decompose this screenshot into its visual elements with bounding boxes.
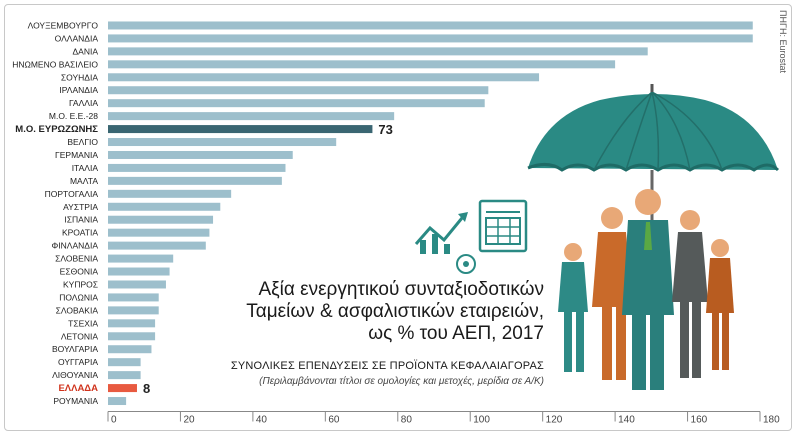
x-tick-label: 120: [546, 415, 563, 426]
bar-βελγιο: [108, 138, 337, 147]
category-label: ΕΛΛΑΔΑ: [58, 383, 98, 394]
bar-ρουμανια: [108, 397, 127, 406]
bar-ηνωμενο-βασιλειο: [108, 60, 616, 69]
x-tick-label: 160: [691, 415, 708, 426]
x-tick-label: 0: [111, 415, 117, 426]
bar-μαλτα: [108, 176, 282, 185]
category-label: ΙΣΠΑΝΙΑ: [64, 215, 98, 225]
bar-γερμανια: [108, 150, 293, 159]
category-label: ΓΑΛΛΙΑ: [69, 98, 98, 108]
x-tick-label: 80: [401, 415, 413, 426]
bar-δανια: [108, 47, 648, 56]
category-label: Μ.Ο. Ε.Ε.-28: [49, 111, 98, 121]
category-label: ΣΛΟΒΕΝΙΑ: [55, 254, 98, 264]
bar-βουλγαρια: [108, 345, 152, 354]
chart-title-line-3: ως % του ΑΕΠ, 2017: [368, 323, 544, 344]
category-label: ΠΟΛΩΝΙΑ: [59, 292, 98, 302]
category-label: ΡΟΥΜΑΝΙΑ: [53, 396, 98, 406]
bar-μ-ο-ευρωζωνης: [108, 125, 373, 134]
x-tick-label: 100: [473, 415, 490, 426]
bar-λουξεμβουργο: [108, 21, 753, 30]
bar-ισπανια: [108, 215, 214, 224]
category-label: ΣΟΥΗΔΙΑ: [61, 72, 98, 82]
category-label: ΛΟΥΞΕΜΒΟΥΡΓΟ: [28, 20, 99, 30]
x-tick-label: 20: [183, 415, 195, 426]
bar-ουγγαρια: [108, 358, 141, 367]
data-label-μ-ο-ευρωζωνης: 73: [378, 122, 392, 137]
bar-ελλαδα: [108, 384, 137, 393]
bar-πορτογαλια: [108, 189, 232, 198]
bar-ιρλανδια: [108, 86, 489, 95]
bar-κροατια: [108, 228, 210, 237]
chart-title-line-1: Αξία ενεργητικού συνταξιοδοτικών: [258, 279, 544, 300]
x-tick-label: 180: [763, 415, 780, 426]
category-label: ΕΣΘΟΝΙΑ: [60, 267, 99, 277]
category-label: ΦΙΝΛΑΝΔΙΑ: [52, 241, 99, 251]
bar-πολωνια: [108, 293, 159, 302]
data-label-ελλαδα: 8: [143, 381, 150, 396]
category-label: Μ.Ο. ΕΥΡΩΖΩΝΗΣ: [15, 124, 98, 135]
bar-φινλανδια: [108, 241, 206, 250]
x-tick-label: 60: [328, 415, 340, 426]
category-label: ΛΕΤΟΝΙΑ: [61, 331, 98, 341]
category-label: ΜΑΛΤΑ: [70, 176, 98, 186]
x-axis: 0 20 40 60 80 100 120 140 160 180: [107, 411, 780, 426]
category-label: ΛΙΘΟΥΑΝΙΑ: [52, 370, 98, 380]
chart-note: (Περιλαμβάνονται τίτλοι σε ομολογίες και…: [259, 376, 544, 387]
category-label: ΑΥΣΤΡΙΑ: [63, 202, 98, 212]
category-label: ΓΕΡΜΑΝΙΑ: [55, 150, 98, 160]
bar-εσθονια: [108, 267, 170, 276]
bar-σλοβενια: [108, 254, 174, 263]
bar-ιταλια: [108, 163, 286, 172]
bar-γαλλια: [108, 99, 485, 108]
umbrella-icon: [527, 84, 780, 240]
source-label: ΠΗΓΗ: Eurostat: [778, 10, 788, 73]
category-label: ΠΟΡΤΟΓΑΛΙΑ: [45, 189, 99, 199]
bar-μ-ο-ε-ε-28: [108, 112, 395, 121]
category-label: ΔΑΝΙΑ: [72, 46, 98, 56]
bar-αυστρια: [108, 202, 221, 211]
growth-chart-icon: [414, 212, 476, 274]
x-tick-label: 40: [256, 415, 268, 426]
bar-σλοβακια: [108, 306, 159, 315]
category-label: ΤΣΕΧΙΑ: [68, 318, 98, 328]
bars-layer: ΛΟΥΞΕΜΒΟΥΡΓΟ ΟΛΛΑΝΔΙΑ ΔΑΝΙΑ ΗΝΩΜΕΝΟ ΒΑΣΙΛΕΙ…: [12, 20, 753, 406]
bar-λιθουανια: [108, 371, 141, 380]
category-label: ΒΕΛΓΙΟ: [67, 137, 98, 147]
chart-title-line-2: Ταμείων & ασφαλιστικών εταιρειών,: [246, 301, 544, 322]
bar-ολλανδια: [108, 34, 753, 43]
x-tick-label: 140: [618, 415, 635, 426]
category-label: ΙΡΛΑΝΔΙΑ: [59, 85, 98, 95]
bar-λετονια: [108, 332, 156, 341]
category-label: ΣΛΟΒΑΚΙΑ: [56, 305, 99, 315]
category-label: ΟΥΓΓΑΡΙΑ: [58, 357, 98, 367]
chart-subtitle: ΣΥΝΟΛΙΚΕΣ ΕΠΕΝΔΥΣΕΙΣ ΣΕ ΠΡΟΪΟΝΤΑ ΚΕΦΑΛΑΙ…: [230, 360, 544, 372]
chart-title: Αξία ενεργητικού συνταξιοδοτικών Ταμείων…: [172, 279, 544, 345]
category-label: ΟΛΛΑΝΔΙΑ: [55, 33, 99, 43]
category-label: ΙΤΑΛΙΑ: [72, 163, 99, 173]
spreadsheet-document-icon: [478, 199, 528, 253]
category-label: ΚΡΟΑΤΙΑ: [62, 228, 98, 238]
category-label: ΚΥΠΡΟΣ: [63, 279, 98, 289]
bar-τσεχια: [108, 319, 156, 328]
category-label: ΒΟΥΛΓΑΡΙΑ: [52, 344, 98, 354]
category-label: ΗΝΩΜΕΝΟ ΒΑΣΙΛΕΙΟ: [12, 59, 98, 69]
business-people-icon: [558, 189, 734, 390]
bar-κυπρος: [108, 280, 166, 289]
bar-σουηδια: [108, 73, 540, 82]
